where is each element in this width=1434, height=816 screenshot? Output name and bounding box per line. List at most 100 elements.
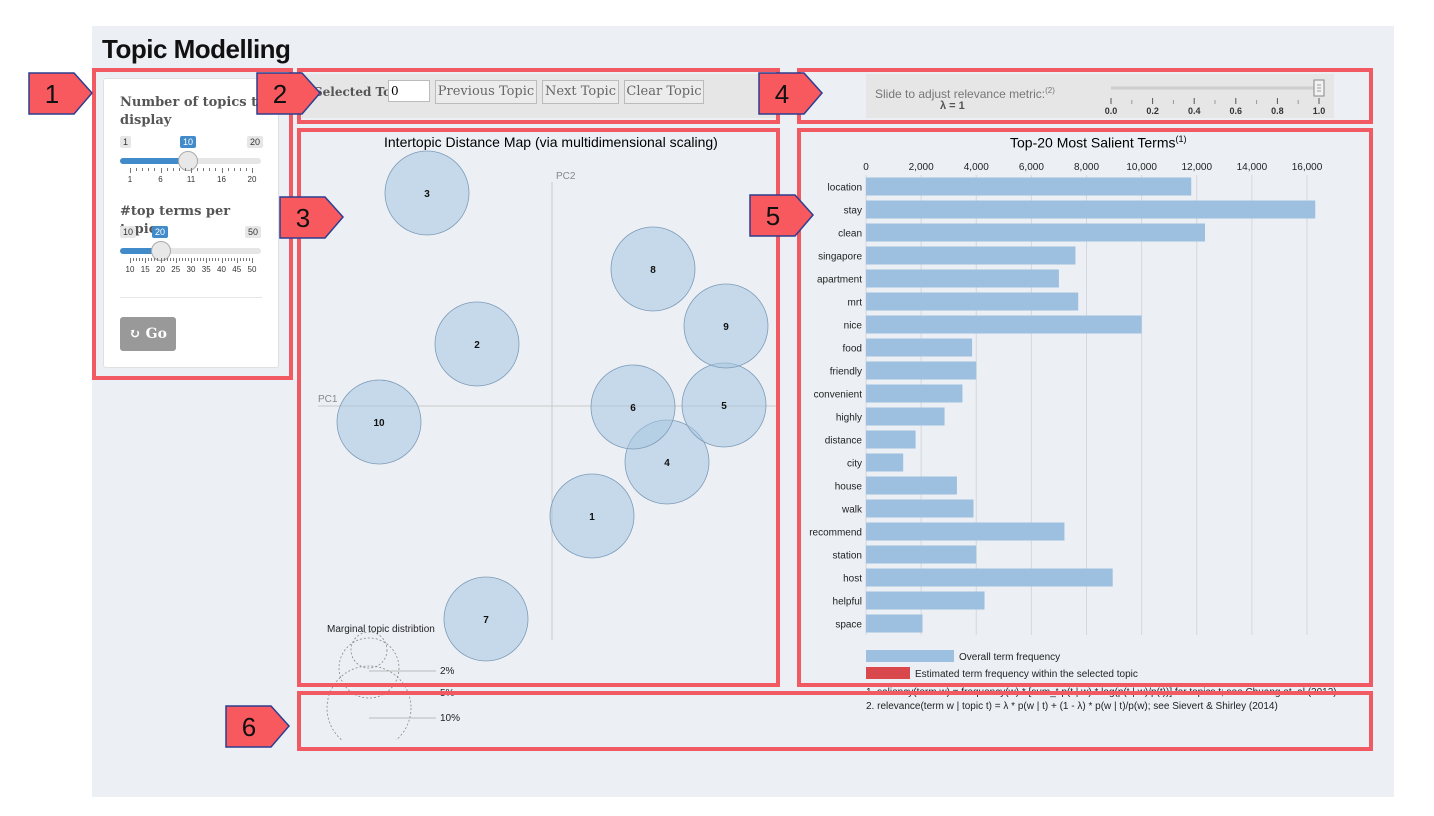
relevance-slider[interactable]: 0.0 0.2 0.4 0.6 0.8 1.0: [1096, 78, 1326, 118]
term-bar[interactable]: [866, 568, 1113, 587]
topic-circle[interactable]: 7: [443, 576, 529, 662]
slider-tick: [239, 258, 241, 261]
lambda-tick-label: 0.6: [1230, 106, 1243, 116]
chart-xtick-label: 4,000: [964, 162, 989, 173]
previous-topic-button[interactable]: Previous Topic: [435, 80, 537, 104]
salient-terms-title-text: Top-20 Most Salient Terms: [1010, 134, 1176, 151]
topic-circle-shape[interactable]: [336, 379, 422, 465]
term-bar[interactable]: [866, 177, 1192, 196]
slider-tick: [178, 168, 180, 171]
num-topics-min: 1: [120, 136, 132, 148]
callout-arrow-shape: 2: [256, 72, 321, 115]
region-box-5: [797, 128, 1373, 687]
callout-marker: 6: [225, 705, 290, 748]
next-topic-button[interactable]: Next Topic: [542, 80, 619, 104]
callout-arrow-polygon: [279, 196, 344, 239]
topic-circle[interactable]: 9: [683, 283, 769, 369]
topic-circle[interactable]: 10: [336, 379, 422, 465]
slider-tick: [160, 168, 162, 173]
go-button[interactable]: ↻ Go: [120, 317, 176, 351]
term-label: singapore: [818, 252, 862, 263]
clear-topic-button[interactable]: Clear Topic: [624, 80, 704, 104]
chart-xtick-label: 16,000: [1292, 162, 1323, 173]
callout-arrow-polygon: [225, 705, 290, 748]
num-topics-ticks: 1 6 11 16 20: [128, 168, 256, 184]
slider-tick: [206, 258, 208, 263]
chart-xtick-label: 14,000: [1237, 162, 1268, 173]
chart-xtick-label: 2,000: [909, 162, 934, 173]
region-box-2: [297, 68, 780, 124]
region-box-6: [297, 691, 1373, 751]
refresh-icon: ↻: [129, 326, 141, 342]
term-bar[interactable]: [866, 591, 985, 610]
topic-circle[interactable]: 6: [590, 364, 676, 450]
term-bar[interactable]: [866, 361, 977, 380]
slider-tick: [236, 258, 238, 263]
relevance-slider-bar: Slide to adjust relevance metric:(2) λ =…: [866, 74, 1334, 118]
term-bar[interactable]: [866, 476, 957, 495]
slider-tick: [245, 168, 247, 171]
slider-tick: [233, 168, 235, 171]
topic-circle-shape[interactable]: [683, 283, 769, 369]
term-bar[interactable]: [866, 522, 1065, 541]
slider-tick: [245, 258, 247, 261]
term-label: food: [843, 344, 862, 355]
topic-circle-shape[interactable]: [549, 473, 635, 559]
term-bar[interactable]: [866, 200, 1316, 219]
topic-circle-label: 2: [474, 340, 480, 351]
slider-tick: [181, 258, 183, 261]
term-bar[interactable]: [866, 292, 1079, 311]
num-topics-handle[interactable]: [177, 151, 198, 171]
topic-circle[interactable]: 8: [610, 226, 696, 312]
slider-tick: [191, 258, 192, 263]
topic-circle-shape[interactable]: [434, 301, 520, 387]
top-terms-min: 10: [120, 226, 137, 238]
term-bar[interactable]: [866, 246, 1076, 265]
page-title: Topic Modelling: [102, 34, 291, 64]
selected-topic-input[interactable]: [388, 80, 430, 102]
slider-tick: [187, 258, 189, 261]
salient-terms-title-sup: (1): [1175, 134, 1187, 144]
term-bar[interactable]: [866, 430, 916, 449]
salient-terms-title: Top-20 Most Salient Terms(1): [1010, 134, 1186, 151]
relevance-label-text: Slide to adjust relevance metric:: [875, 87, 1046, 101]
term-bar[interactable]: [866, 407, 945, 426]
term-bar[interactable]: [866, 384, 963, 403]
lambda-tick-label: 0.0: [1105, 106, 1118, 116]
slider-tick-label: 20: [247, 175, 257, 184]
topic-circle-label: 9: [723, 322, 729, 333]
topic-circle-shape[interactable]: [610, 226, 696, 312]
term-label: apartment: [817, 275, 862, 286]
topic-circle-shape[interactable]: [443, 576, 529, 662]
lambda-tick-label: 0.8: [1271, 106, 1284, 116]
top-terms-track[interactable]: [120, 248, 261, 254]
slider-tick: [197, 258, 199, 261]
callout-number: 4: [775, 79, 789, 109]
slider-tick: [203, 168, 205, 171]
topic-circle-shape[interactable]: [384, 150, 470, 236]
topic-circle[interactable]: 2: [434, 301, 520, 387]
term-bar[interactable]: [866, 269, 1059, 288]
term-bar[interactable]: [866, 315, 1142, 334]
intertopic-distance-map[interactable]: PC2 PC1 1 2 3 4 5 6 7 8 9 10 Marginal topic distribt…: [300, 150, 780, 740]
term-bar[interactable]: [866, 614, 923, 633]
term-label: stay: [844, 206, 862, 217]
intertopic-map-title: Intertopic Distance Map (via multidimens…: [384, 134, 718, 150]
topic-circle-shape[interactable]: [590, 364, 676, 450]
slider-tick-label: 1: [127, 175, 133, 184]
topic-circle[interactable]: 1: [549, 473, 635, 559]
slider-tick: [172, 168, 174, 171]
term-bar[interactable]: [866, 499, 974, 518]
go-button-label: Go: [145, 326, 167, 342]
slider-tick: [200, 258, 202, 261]
lambda-tick-label: 0.4: [1188, 106, 1201, 116]
term-bar[interactable]: [866, 338, 973, 357]
term-label: city: [847, 459, 862, 470]
slider-tick: [148, 168, 150, 171]
term-bar[interactable]: [866, 545, 977, 564]
term-bar[interactable]: [866, 223, 1206, 242]
topic-circle[interactable]: 3: [384, 150, 470, 236]
term-label: distance: [825, 436, 863, 447]
term-bar[interactable]: [866, 453, 904, 472]
slider-tick: [221, 168, 223, 173]
